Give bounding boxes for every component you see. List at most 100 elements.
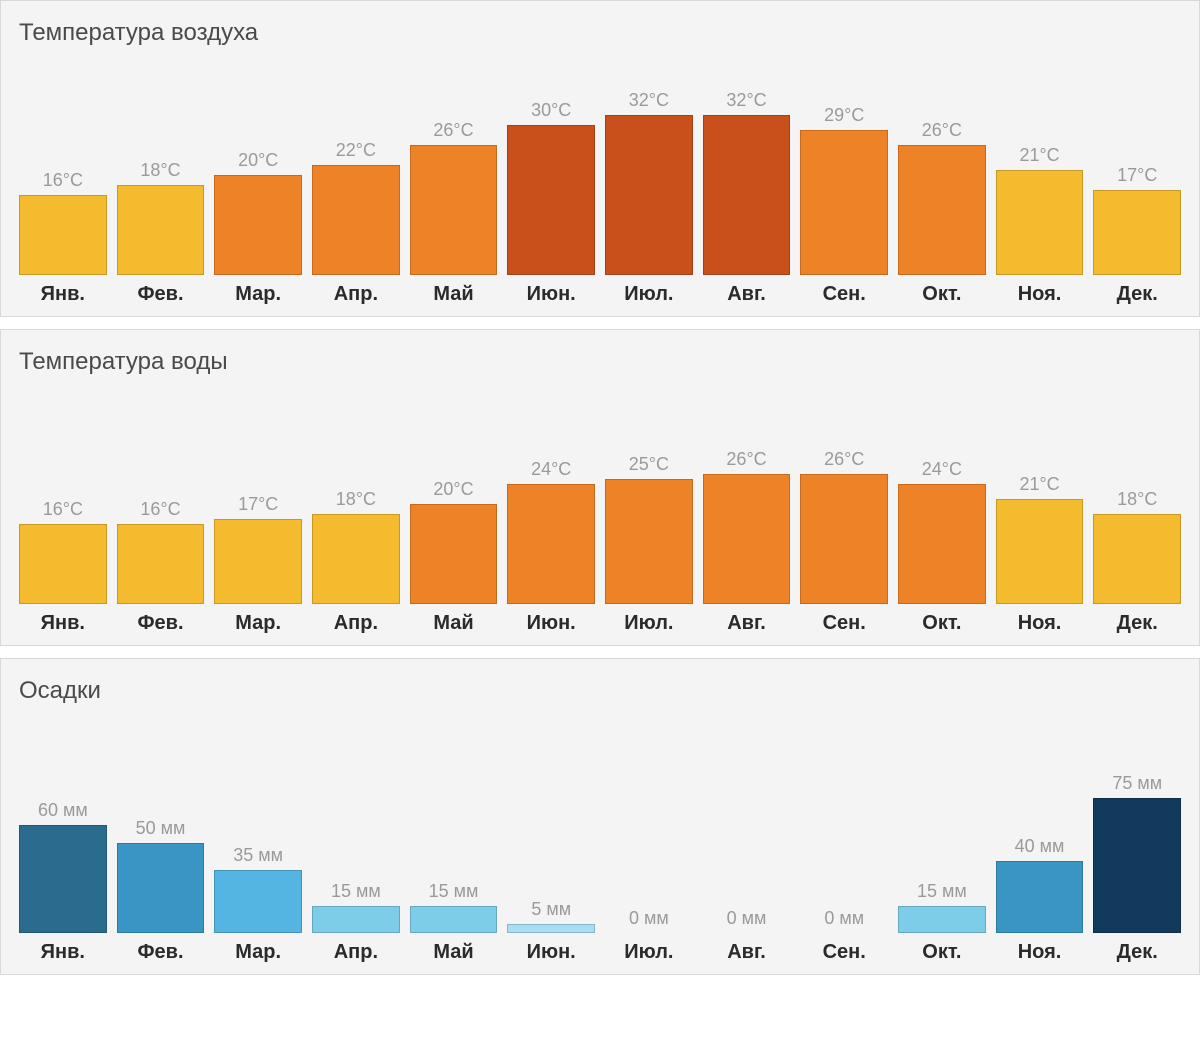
chart-column: 16°C	[117, 499, 205, 604]
bar	[19, 195, 107, 275]
month-label: Июл.	[605, 612, 693, 635]
chart-column: 0 мм	[800, 908, 888, 933]
bar	[214, 870, 302, 933]
bar-value-label: 29°C	[824, 105, 864, 126]
chart-column: 26°C	[703, 449, 791, 604]
bar	[117, 524, 205, 604]
chart-column: 29°C	[800, 105, 888, 275]
bar-value-label: 26°C	[922, 120, 962, 141]
month-label: Сен.	[800, 612, 888, 635]
bar	[117, 843, 205, 933]
month-label: Сен.	[800, 283, 888, 306]
chart-column: 25°C	[605, 454, 693, 604]
bar	[703, 474, 791, 604]
chart-column: 35 мм	[214, 845, 302, 933]
month-label: Фев.	[117, 283, 205, 306]
month-label: Дек.	[1093, 612, 1181, 635]
bar	[996, 499, 1084, 604]
bar-value-label: 26°C	[433, 120, 473, 141]
chart-column: 18°C	[117, 160, 205, 275]
month-label: Ноя.	[996, 283, 1084, 306]
bar	[117, 185, 205, 275]
chart-column: 24°C	[898, 459, 986, 604]
air-temperature-title: Температура воздуха	[19, 19, 1181, 47]
month-label: Дек.	[1093, 283, 1181, 306]
chart-column: 21°C	[996, 145, 1084, 275]
bar-value-label: 16°C	[140, 499, 180, 520]
bar-value-label: 60 мм	[38, 800, 88, 821]
precipitation-panel: Осадки 60 мм 50 мм 35 мм 15 мм 15 мм 5 мм 0 мм…	[0, 658, 1200, 975]
chart-column: 15 мм	[410, 881, 498, 933]
chart-column: 20°C	[410, 479, 498, 604]
chart-column: 17°C	[1093, 165, 1181, 275]
bar	[410, 145, 498, 275]
month-label: Июн.	[507, 612, 595, 635]
month-label: Фев.	[117, 612, 205, 635]
bar	[800, 474, 888, 604]
bar-value-label: 16°C	[43, 499, 83, 520]
air-temperature-chart: 16°C18°C20°C22°C26°C30°C32°C32°C29°C26°C…	[19, 65, 1181, 275]
month-label: Мар.	[214, 283, 302, 306]
month-label: Май	[410, 283, 498, 306]
chart-column: 40 мм	[996, 836, 1084, 933]
water-temperature-chart: 16°C 16°C 17°C 18°C 20°C 24°C 25°C 26°C 26°C 24°C…	[19, 394, 1181, 604]
bar-value-label: 0 мм	[629, 908, 669, 929]
chart-column: 50 мм	[117, 818, 205, 933]
month-label: Июл.	[605, 941, 693, 964]
chart-column: 16°C	[19, 499, 107, 604]
month-label: Ноя.	[996, 612, 1084, 635]
chart-column: 0 мм	[605, 908, 693, 933]
bar	[214, 175, 302, 275]
chart-column: 26°C	[898, 120, 986, 275]
month-label: Мар.	[214, 941, 302, 964]
bar-value-label: 21°C	[1019, 474, 1059, 495]
month-label: Июл.	[605, 283, 693, 306]
chart-column: 32°C	[605, 90, 693, 275]
bar	[19, 524, 107, 604]
bar-value-label: 75 мм	[1112, 773, 1162, 794]
precipitation-chart: 60 мм 50 мм 35 мм 15 мм 15 мм 5 мм 0 мм 0 мм 0 м…	[19, 723, 1181, 933]
bar-value-label: 18°C	[140, 160, 180, 181]
month-label: Авг.	[703, 612, 791, 635]
bar-value-label: 0 мм	[824, 908, 864, 929]
precipitation-title: Осадки	[19, 677, 1181, 705]
bar-value-label: 26°C	[824, 449, 864, 470]
bar-value-label: 17°C	[238, 494, 278, 515]
water-temperature-title: Температура воды	[19, 348, 1181, 376]
air-temperature-months: Янв.Фев.Мар.Апр.МайИюн.Июл.Авг.Сен.Окт.Н…	[19, 283, 1181, 306]
bar-value-label: 16°C	[43, 170, 83, 191]
chart-column: 60 мм	[19, 800, 107, 933]
chart-column: 15 мм	[898, 881, 986, 933]
chart-column: 75 мм	[1093, 773, 1181, 933]
bar-value-label: 24°C	[531, 459, 571, 480]
chart-column: 21°C	[996, 474, 1084, 604]
bar	[507, 125, 595, 275]
chart-column: 24°C	[507, 459, 595, 604]
bar-value-label: 20°C	[433, 479, 473, 500]
water-temperature-panel: Температура воды 16°C 16°C 17°C 18°C 20°C 24°…	[0, 329, 1200, 646]
chart-column: 17°C	[214, 494, 302, 604]
bar-value-label: 32°C	[726, 90, 766, 111]
month-label: Дек.	[1093, 941, 1181, 964]
bar	[996, 170, 1084, 275]
bar-value-label: 25°C	[629, 454, 669, 475]
bar-value-label: 15 мм	[429, 881, 479, 902]
month-label: Авг.	[703, 941, 791, 964]
month-label: Авг.	[703, 283, 791, 306]
bar-value-label: 35 мм	[233, 845, 283, 866]
chart-column: 18°C	[1093, 489, 1181, 604]
bar	[410, 504, 498, 604]
chart-column: 26°C	[800, 449, 888, 604]
month-label: Янв.	[19, 283, 107, 306]
bar-value-label: 24°C	[922, 459, 962, 480]
month-label: Окт.	[898, 941, 986, 964]
bar-value-label: 5 мм	[531, 899, 571, 920]
bar-value-label: 0 мм	[727, 908, 767, 929]
chart-column: 18°C	[312, 489, 400, 604]
month-label: Апр.	[312, 612, 400, 635]
bar-value-label: 17°C	[1117, 165, 1157, 186]
bar	[312, 514, 400, 604]
bar	[1093, 190, 1181, 275]
bar	[996, 861, 1084, 933]
month-label: Апр.	[312, 283, 400, 306]
